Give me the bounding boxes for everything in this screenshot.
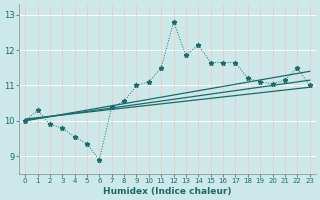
X-axis label: Humidex (Indice chaleur): Humidex (Indice chaleur) [103, 187, 232, 196]
